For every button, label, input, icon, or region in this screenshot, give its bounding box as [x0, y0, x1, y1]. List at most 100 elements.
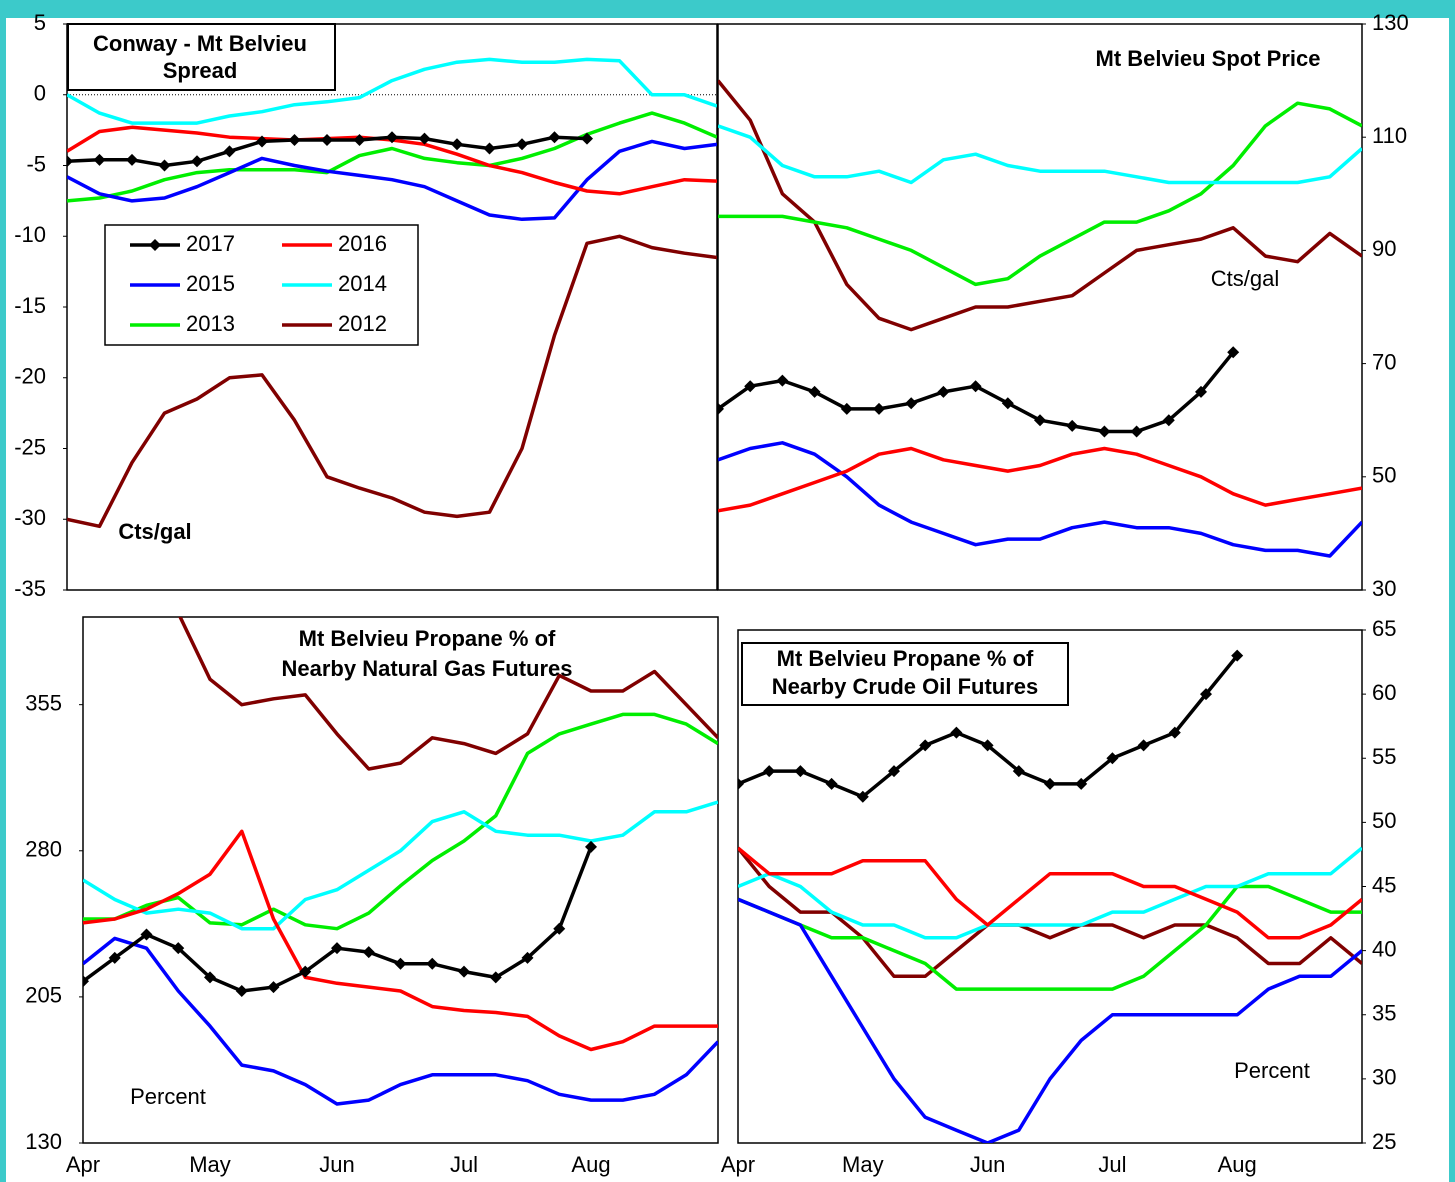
marker	[553, 922, 566, 935]
marker	[981, 739, 994, 752]
chart-title: Nearby Natural Gas Futures	[282, 656, 573, 681]
series-line	[83, 936, 718, 1106]
marker	[158, 159, 171, 172]
series-group	[83, 617, 718, 1106]
unit-label: Cts/gal	[118, 519, 191, 544]
marker	[1044, 777, 1056, 790]
marker	[1200, 688, 1212, 701]
series-line	[67, 139, 717, 222]
y-tick-label: 50	[1372, 808, 1396, 833]
marker	[873, 402, 885, 415]
y-tick-label: 25	[1372, 1129, 1396, 1154]
marker	[458, 965, 470, 978]
series-line	[738, 846, 1362, 940]
marker	[140, 928, 153, 941]
marker	[776, 374, 789, 387]
marker	[905, 397, 918, 410]
marker	[267, 981, 280, 994]
legend-label: 2014	[338, 271, 387, 296]
y-tick-label: 60	[1372, 680, 1396, 705]
y-tick-label: -25	[14, 434, 46, 459]
series-line	[67, 111, 717, 203]
y-tick-label: 45	[1372, 872, 1396, 897]
series-line	[178, 617, 718, 771]
y-tick-label: -20	[14, 364, 46, 389]
marker	[426, 957, 439, 970]
series-line	[738, 846, 1362, 940]
title-box	[741, 642, 1069, 706]
marker	[1075, 777, 1088, 790]
series-line	[67, 57, 717, 125]
marker	[548, 131, 561, 144]
marker	[353, 134, 366, 147]
marker	[581, 132, 593, 145]
marker	[108, 951, 121, 964]
legend-label: 2016	[338, 231, 387, 256]
marker	[1162, 414, 1175, 427]
marker	[172, 942, 185, 955]
marker	[1231, 649, 1244, 662]
y-tick-label: 130	[1372, 10, 1409, 35]
series-group	[738, 649, 1362, 1143]
marker	[288, 134, 301, 147]
x-tick-label: Jun	[970, 1152, 1005, 1177]
y-tick-label: 5	[34, 10, 46, 35]
marker	[1034, 414, 1046, 427]
plot-area	[717, 23, 1363, 591]
y-tick-label: 0	[34, 81, 46, 106]
unit-label: Cts/gal	[1211, 266, 1279, 291]
marker	[1098, 425, 1111, 438]
marker	[1012, 765, 1025, 778]
marker	[808, 385, 821, 398]
marker	[93, 153, 106, 166]
marker	[825, 777, 838, 790]
marker	[856, 790, 869, 803]
y-tick-label: 55	[1372, 744, 1396, 769]
marker	[331, 942, 343, 955]
chart-title: Nearby Crude Oil Futures	[772, 674, 1039, 699]
y-tick-label: 70	[1372, 349, 1396, 374]
marker	[83, 975, 89, 988]
y-tick-label: 280	[25, 837, 62, 862]
marker	[1227, 346, 1240, 359]
y-tick-label: 355	[25, 690, 62, 715]
marker	[1130, 425, 1143, 438]
marker	[1001, 397, 1014, 410]
marker	[483, 142, 496, 155]
series-line	[67, 234, 717, 529]
marker	[763, 765, 776, 778]
y-tick-label: 130	[25, 1129, 62, 1154]
chart-title: Spread	[163, 58, 238, 83]
x-tick-label: Jul	[1098, 1152, 1126, 1177]
chart-title: Mt Belvieu Propane % of	[299, 626, 556, 651]
series-line	[83, 800, 718, 931]
y-tick-label: -35	[14, 576, 46, 601]
y-tick-label: 30	[1372, 576, 1396, 601]
marker	[489, 971, 502, 984]
x-tick-label: Jun	[319, 1152, 354, 1177]
marker	[451, 138, 463, 151]
y-tick-label: 90	[1372, 236, 1396, 261]
marker	[1195, 385, 1207, 398]
series-group	[718, 79, 1362, 558]
y-tick-label: -15	[14, 293, 46, 318]
marker	[1106, 752, 1119, 765]
series-line	[718, 79, 1362, 332]
series-line	[83, 829, 718, 1052]
marker	[394, 957, 407, 970]
marker	[888, 765, 900, 778]
marker	[1168, 726, 1181, 739]
marker	[418, 132, 431, 145]
marker	[950, 726, 963, 739]
marker	[204, 971, 216, 984]
legend-marker	[149, 239, 161, 251]
legend-label: 2015	[186, 271, 235, 296]
marker	[256, 135, 268, 148]
marker	[744, 380, 757, 393]
y-tick-label: 50	[1372, 463, 1396, 488]
y-tick-label: -5	[26, 151, 46, 176]
y-tick-label: -10	[14, 222, 46, 247]
y-tick-label: 110	[1372, 123, 1407, 148]
series-line	[738, 884, 1362, 991]
marker	[919, 739, 932, 752]
